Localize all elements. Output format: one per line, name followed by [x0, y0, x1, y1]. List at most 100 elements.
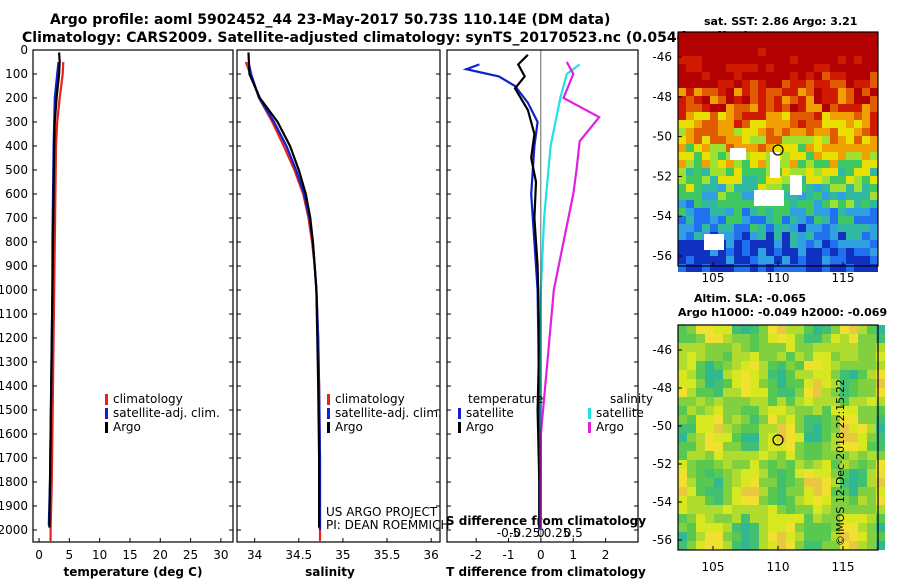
sst-cell [734, 96, 742, 104]
sst-cell [766, 88, 774, 96]
sst-cell [758, 248, 766, 256]
sla-cell [831, 370, 840, 379]
sla-cell [795, 424, 804, 433]
depth-tick-label: 1200 [0, 331, 28, 345]
sst-cell [854, 120, 862, 128]
sla-cell [696, 433, 705, 442]
sst-cell [766, 144, 774, 152]
sla-cell [687, 352, 696, 361]
sla-cell [849, 478, 858, 487]
sla-cell [876, 370, 885, 379]
sla-cell [786, 370, 795, 379]
sla-cell [840, 406, 849, 415]
sst-cell [838, 136, 846, 144]
sla-cell [822, 352, 831, 361]
sst-cell [758, 88, 766, 96]
sla-cell [831, 406, 840, 415]
sst-cell [766, 264, 774, 272]
sst-cell [806, 104, 814, 112]
sst-cell [806, 128, 814, 136]
sla-cell [723, 514, 732, 523]
sst-cell [814, 80, 822, 88]
sla-cell [687, 487, 696, 496]
sst-cell [726, 232, 734, 240]
sla-cell [705, 352, 714, 361]
sla-cell [732, 460, 741, 469]
sst-cell [702, 200, 710, 208]
sst-cell [758, 168, 766, 176]
sst-cell [734, 232, 742, 240]
sst-cell [694, 176, 702, 184]
sst-cell [766, 232, 774, 240]
sla-cell [777, 514, 786, 523]
sla-cell [750, 469, 759, 478]
sla-cell [795, 415, 804, 424]
sst-cell [854, 216, 862, 224]
sst-cell [774, 232, 782, 240]
sst-cell [846, 168, 854, 176]
sla-cell [795, 370, 804, 379]
depth-tick-label: 300 [5, 115, 28, 129]
sla-cell [723, 478, 732, 487]
sla-cell [804, 415, 813, 424]
sst-cell [718, 176, 726, 184]
sst-cell [750, 104, 758, 112]
sst-cell [742, 160, 750, 168]
sla-cell [831, 469, 840, 478]
sla-cell [777, 415, 786, 424]
sst-cell [742, 240, 750, 248]
sla-cell [876, 397, 885, 406]
sst-cell [830, 192, 838, 200]
sla-cell [732, 343, 741, 352]
sst-cell [814, 264, 822, 272]
pi-annotation: PI: DEAN ROEMMICH [326, 518, 449, 532]
sst-cell [686, 168, 694, 176]
sla-cell [768, 469, 777, 478]
sla-cell [714, 343, 723, 352]
sst-cell [822, 256, 830, 264]
sla-cell [750, 388, 759, 397]
sst-cell [694, 200, 702, 208]
sla-cell [804, 523, 813, 532]
sst-cell [846, 240, 854, 248]
sst-cell [750, 136, 758, 144]
sla-cell [777, 532, 786, 541]
sst-cell [870, 168, 878, 176]
sla-cell [714, 487, 723, 496]
sst-cell [870, 128, 878, 136]
sla-cell [804, 478, 813, 487]
sla-cell [750, 325, 759, 334]
sst-cell [822, 200, 830, 208]
sst-cell [678, 216, 686, 224]
sla-cell [831, 388, 840, 397]
sst-map-title: sat. SST: 2.86 Argo: 3.21 [704, 15, 858, 28]
sst-cell [846, 136, 854, 144]
sla-cell [867, 469, 876, 478]
sla-cell [813, 352, 822, 361]
sla-cell [714, 334, 723, 343]
sst-cell [830, 216, 838, 224]
diff-legend-salinity-swatch [588, 422, 591, 433]
sst-cell [750, 152, 758, 160]
sst-cell [830, 120, 838, 128]
sla-cell [849, 523, 858, 532]
sla-cell [750, 334, 759, 343]
sst-cell [790, 120, 798, 128]
sla-cell [705, 361, 714, 370]
sla-cell [822, 523, 831, 532]
sla-cell [831, 451, 840, 460]
sst-cell [838, 80, 846, 88]
sst-cell [678, 256, 686, 264]
sst-cell [710, 248, 718, 256]
sla-cell [768, 406, 777, 415]
sst-cell [694, 144, 702, 152]
sst-cell [790, 96, 798, 104]
sla-cell [687, 433, 696, 442]
sla-cell [732, 514, 741, 523]
depth-tick-label: 1600 [0, 427, 28, 441]
sla-cell [705, 424, 714, 433]
depth-tick-label: 800 [5, 235, 28, 249]
sst-cell [726, 184, 734, 192]
sla-cell [705, 496, 714, 505]
sst-cell [702, 96, 710, 104]
